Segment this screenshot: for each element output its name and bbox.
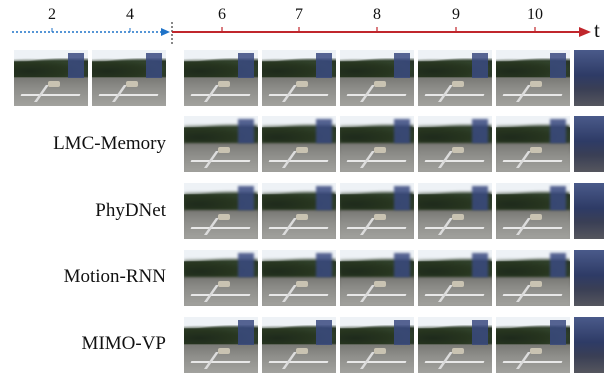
- gt-frame-9: [418, 50, 492, 106]
- lmc-zoom-crop: [574, 116, 604, 172]
- lmc-frame-6: [184, 116, 258, 172]
- motionrnn-frame-10: [496, 250, 570, 306]
- motionrnn-frame-6: [184, 250, 258, 306]
- gt-frame-8: [340, 50, 414, 106]
- time-axis-label: t: [594, 18, 600, 42]
- row-label-lmc-memory: LMC-Memory: [53, 133, 166, 154]
- tick-label: 8: [373, 6, 381, 23]
- gt-zoom-crop: [574, 50, 604, 106]
- motionrnn-frame-9: [418, 250, 492, 306]
- phydnet-frame-9: [418, 183, 492, 239]
- timeline: [12, 22, 591, 44]
- predict-arrowhead: [579, 27, 591, 37]
- tick-label: 9: [452, 6, 460, 23]
- row-label-motion-rnn: Motion-RNN: [63, 266, 166, 287]
- mimovp-frame-9: [418, 317, 492, 373]
- phydnet-zoom-crop: [574, 183, 604, 239]
- row-label-mimo-vp: MIMO-VP: [81, 333, 166, 354]
- mimovp-zoom-crop: [574, 317, 604, 373]
- motionrnn-frame-8: [340, 250, 414, 306]
- motionrnn-zoom-crop: [574, 250, 604, 306]
- phydnet-frame-7: [262, 183, 336, 239]
- lmc-frame-8: [340, 116, 414, 172]
- tick-label: 4: [126, 6, 134, 23]
- phydnet-frame-8: [340, 183, 414, 239]
- lmc-frame-9: [418, 116, 492, 172]
- mimovp-frame-8: [340, 317, 414, 373]
- phydnet-frame-10: [496, 183, 570, 239]
- phydnet-frame-6: [184, 183, 258, 239]
- tick-label: 7: [295, 6, 303, 23]
- lmc-frame-10: [496, 116, 570, 172]
- tick-label: 2: [48, 6, 56, 23]
- gt-frame-10: [496, 50, 570, 106]
- tick-label: 6: [218, 6, 226, 23]
- gt-frame-7: [262, 50, 336, 106]
- input-arrowhead: [161, 28, 170, 36]
- motionrnn-frame-7: [262, 250, 336, 306]
- mimovp-frame-6: [184, 317, 258, 373]
- input-frame-2: [14, 50, 88, 106]
- input-frame-4: [92, 50, 166, 106]
- row-label-phydnet: PhyDNet: [95, 200, 166, 221]
- gt-frame-6: [184, 50, 258, 106]
- lmc-frame-7: [262, 116, 336, 172]
- tick-label: 10: [527, 6, 543, 23]
- mimovp-frame-10: [496, 317, 570, 373]
- mimovp-frame-7: [262, 317, 336, 373]
